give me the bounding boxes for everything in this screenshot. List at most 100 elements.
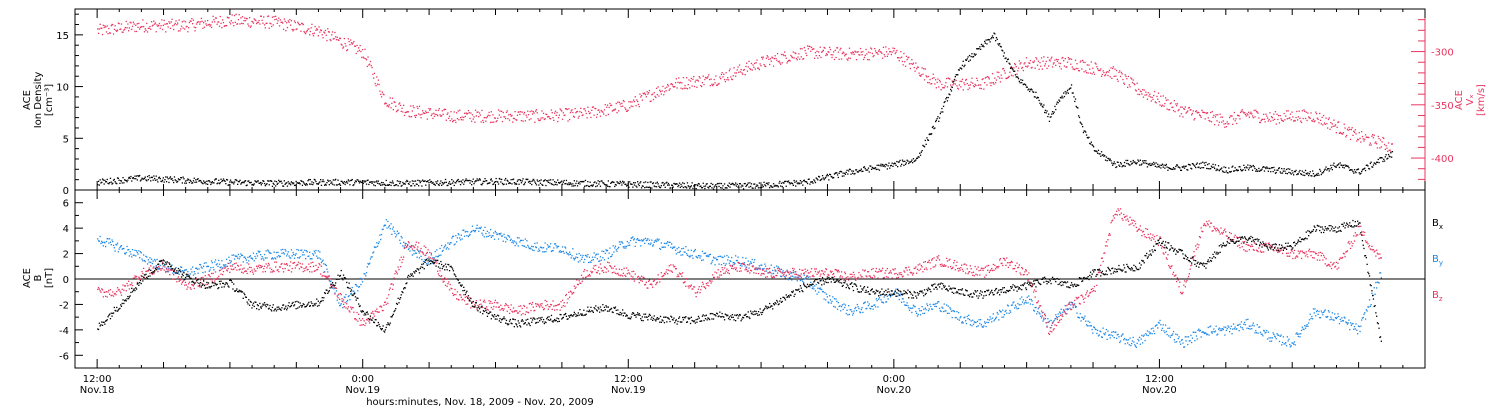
density-series-point <box>590 185 592 187</box>
velocity-series-point <box>870 47 872 49</box>
density-series-point <box>283 180 285 182</box>
density-series-point <box>388 184 390 186</box>
density-series-point <box>587 181 589 183</box>
density-series-point <box>1374 162 1376 165</box>
velocity-series-point <box>490 111 492 113</box>
density-series-point <box>1313 175 1315 178</box>
velocity-series-point <box>706 77 708 79</box>
density-series-point <box>810 181 813 183</box>
by-series-point <box>580 254 582 256</box>
velocity-series-point <box>392 109 394 111</box>
by-series-point <box>561 246 564 248</box>
by-series-point <box>1068 302 1070 304</box>
velocity-series-point <box>785 57 787 59</box>
density-series-point <box>844 173 847 175</box>
density-series-point <box>1095 150 1097 152</box>
velocity-series-point <box>1371 135 1373 137</box>
velocity-series-point <box>719 76 721 78</box>
density-series-point <box>1223 166 1225 168</box>
velocity-series-point <box>271 25 273 28</box>
velocity-series-point <box>244 17 246 19</box>
by-series-point <box>1285 345 1288 347</box>
by-series-point <box>143 254 145 256</box>
velocity-series-point <box>1367 136 1369 138</box>
by-series-point <box>302 251 304 253</box>
density-series-point <box>583 180 585 183</box>
density-series-point <box>156 179 158 181</box>
by-series-point <box>112 241 114 243</box>
velocity-series-point <box>1051 56 1053 58</box>
velocity-series-point <box>1060 68 1062 70</box>
by-series-point <box>471 225 474 227</box>
velocity-series-point <box>370 65 372 67</box>
density-series-point <box>486 183 489 185</box>
by-series-point <box>212 266 214 269</box>
density-series-point <box>348 180 350 182</box>
by-series-point <box>1240 321 1243 323</box>
by-series-point <box>1036 313 1038 315</box>
density-series-point <box>865 169 867 171</box>
density-series-point <box>640 187 643 189</box>
velocity-series-point <box>97 28 99 30</box>
by-series-point <box>1123 337 1126 340</box>
velocity-series-point <box>1174 111 1176 113</box>
density-series-point <box>759 187 761 189</box>
velocity-series-point <box>1036 58 1038 60</box>
velocity-series-point <box>477 111 479 113</box>
velocity-series-point <box>364 48 366 50</box>
velocity-series-point <box>595 116 598 118</box>
density-series-point <box>678 184 680 186</box>
velocity-series-point <box>1014 64 1017 66</box>
density-series-point <box>544 179 546 181</box>
velocity-series-point <box>1088 64 1090 66</box>
density-series-point <box>1236 168 1238 171</box>
velocity-series-point <box>889 50 892 53</box>
by-series-point <box>1187 343 1189 346</box>
by-series-point <box>434 250 436 253</box>
velocity-series-point <box>1362 138 1364 140</box>
by-series-point <box>1303 328 1305 330</box>
density-series-point <box>416 183 418 185</box>
velocity-series-point <box>163 19 165 22</box>
velocity-series-point <box>418 113 420 115</box>
density-series-point <box>888 162 890 164</box>
density-series-point <box>1000 46 1002 48</box>
density-series-point <box>1187 163 1190 166</box>
by-series-point <box>829 299 832 301</box>
density-series-point <box>177 178 180 180</box>
velocity-series-point <box>217 21 219 23</box>
density-series-point <box>480 183 482 186</box>
by-series-point <box>956 310 958 313</box>
by-series-point <box>140 252 142 254</box>
velocity-series-point <box>689 87 691 89</box>
by-series-point <box>819 287 821 289</box>
by-series-point <box>142 260 144 262</box>
velocity-series-point <box>221 27 223 29</box>
velocity-series-point <box>652 98 655 101</box>
by-series-point <box>777 266 779 268</box>
by-series-point <box>270 252 272 254</box>
velocity-series-point <box>787 60 789 63</box>
density-series-point <box>1036 96 1039 98</box>
velocity-series-point <box>1078 70 1081 72</box>
density-series-point <box>669 187 671 189</box>
velocity-series-point <box>861 54 863 56</box>
by-series-point <box>1201 331 1203 333</box>
by-series-point <box>712 256 715 258</box>
velocity-series-point <box>1200 116 1202 118</box>
by-series-point <box>1225 329 1228 332</box>
density-series-point <box>940 111 942 113</box>
by-series-point <box>124 252 126 254</box>
velocity-series-point <box>263 24 266 26</box>
density-series-point <box>699 185 701 188</box>
density-series-point <box>501 178 503 181</box>
velocity-series-point <box>111 23 113 26</box>
density-series-point <box>1137 159 1139 161</box>
density-series-point <box>653 185 655 187</box>
by-series-point <box>545 251 547 253</box>
by-series-point <box>1261 333 1263 335</box>
velocity-series-point <box>1320 123 1322 125</box>
velocity-series-point <box>748 60 750 62</box>
by-series-point <box>516 243 518 245</box>
density-series-point <box>424 180 426 182</box>
